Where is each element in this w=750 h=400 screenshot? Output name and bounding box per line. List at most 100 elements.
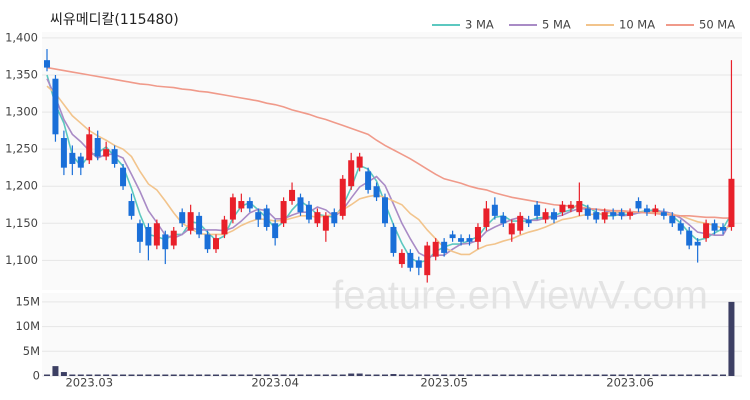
candle-body <box>398 252 405 265</box>
candle-body <box>348 160 355 187</box>
volume-bar <box>525 374 532 376</box>
y-tick-label: 1,400 <box>5 30 38 44</box>
volume-bar <box>627 374 634 376</box>
y-tick-label: 1,350 <box>5 68 38 82</box>
volume-bar <box>263 374 270 376</box>
volume-bar <box>77 374 84 376</box>
volume-bar <box>711 374 718 376</box>
volume-bar <box>542 374 549 376</box>
volume-bar <box>44 374 50 376</box>
candle-body <box>153 223 160 246</box>
candle-body <box>720 226 726 231</box>
candle-body <box>491 204 498 216</box>
volume-bar <box>162 374 169 376</box>
candle-body <box>255 212 262 220</box>
candle-body <box>559 204 566 213</box>
y-tick-label: 1,200 <box>5 179 38 193</box>
candle-body <box>627 212 634 216</box>
ma-line <box>46 78 733 259</box>
volume-bar <box>660 374 667 376</box>
volume-bar <box>432 374 439 376</box>
candle-body <box>525 219 532 224</box>
volume-bar <box>720 374 726 376</box>
candle-body <box>305 204 312 220</box>
volume-bar <box>491 374 498 376</box>
candle-body <box>694 241 701 246</box>
candle-body <box>610 212 617 216</box>
volume-bar <box>339 374 346 376</box>
candle-body <box>643 208 650 213</box>
candle-body <box>567 204 574 209</box>
volume-bar <box>322 374 329 376</box>
candle-body <box>238 201 245 209</box>
candle-body <box>365 171 372 190</box>
volume-bar <box>373 374 380 376</box>
volume-bar <box>551 374 557 376</box>
candle-body <box>86 134 93 161</box>
volume-bar <box>255 374 262 376</box>
volume-bar <box>69 374 76 376</box>
candle-body <box>213 238 219 250</box>
volume-bar <box>483 374 490 376</box>
volume-bar <box>618 374 625 376</box>
volume-bar <box>289 374 296 376</box>
candle-body <box>449 234 456 239</box>
volume-bar <box>652 374 659 376</box>
volume-bar <box>407 374 414 376</box>
x-tick-label: 2023.05 <box>420 376 468 390</box>
volume-bar <box>559 374 566 376</box>
ma-line <box>46 85 732 256</box>
candle-body <box>196 215 203 235</box>
candle-body <box>584 208 591 216</box>
candle-body <box>466 238 473 242</box>
candle-body <box>272 223 279 239</box>
volume-bar <box>449 374 456 376</box>
volume-bar <box>356 373 363 376</box>
volume-bar <box>238 374 245 376</box>
volume-bar <box>246 374 253 376</box>
candle-body <box>103 149 110 157</box>
volume-bar <box>111 374 118 376</box>
candle-body <box>474 226 481 242</box>
candle-body <box>508 223 515 235</box>
volume-bar <box>415 374 422 376</box>
volume-bar <box>669 374 676 376</box>
candle-body <box>551 212 557 220</box>
y-tick-label: 15M <box>15 294 40 308</box>
volume-bar <box>153 374 160 376</box>
candle-body <box>618 212 625 216</box>
volume-bar <box>474 374 481 376</box>
y-tick-label: 0 <box>33 369 40 383</box>
volume-bar <box>280 374 287 376</box>
volume-bar <box>297 374 304 376</box>
candle-body <box>77 156 84 168</box>
volume-bar <box>382 374 388 376</box>
volume-bar <box>390 374 397 376</box>
volume-bar <box>365 374 372 376</box>
y-tick-label: 1,250 <box>5 142 38 156</box>
volume-bar <box>567 374 574 376</box>
volume-bar <box>128 374 135 376</box>
candle-body <box>297 197 304 213</box>
volume-bar <box>272 374 279 376</box>
candle-body <box>289 189 296 202</box>
volume-bar <box>229 374 236 376</box>
candle-body <box>263 208 270 227</box>
volume-bar <box>534 374 541 376</box>
candle-body <box>635 201 642 209</box>
candle-body <box>711 223 718 231</box>
volume-bar <box>517 374 524 376</box>
candle-body <box>120 167 127 187</box>
candle-body <box>382 197 388 224</box>
candle-body <box>221 219 228 235</box>
volume-bar <box>694 374 701 376</box>
y-tick-label: 10M <box>15 319 40 333</box>
legend-label: 5 MA <box>542 18 571 32</box>
candle-body <box>60 138 67 168</box>
candle-body <box>542 212 549 220</box>
legend-label: 50 MA <box>699 18 735 32</box>
candle-body <box>246 201 253 209</box>
candle-body <box>331 212 338 224</box>
candle-body <box>94 138 101 157</box>
